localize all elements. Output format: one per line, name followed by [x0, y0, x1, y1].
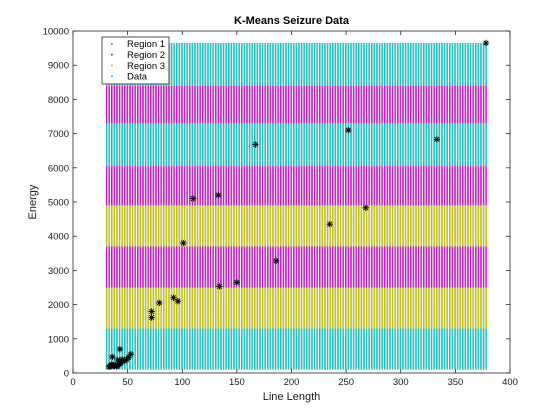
- data-point: [116, 345, 124, 353]
- legend-label: Data: [127, 72, 148, 83]
- legend-marker: [111, 53, 113, 56]
- y-tick-label: 9000: [48, 61, 69, 72]
- data-point: [127, 350, 135, 358]
- legend-marker: [111, 64, 113, 67]
- region-band-3-1: [105, 287, 489, 329]
- y-tick-label: 2000: [48, 300, 69, 311]
- region-band-1-1: [105, 328, 489, 370]
- data-point: [482, 39, 490, 47]
- x-tick-label: 150: [229, 377, 245, 388]
- data-point: [252, 141, 259, 148]
- data-point: [216, 283, 223, 290]
- y-tick-label: 4000: [48, 232, 69, 243]
- region-band-1-3: [105, 42, 489, 86]
- regions-layer: [105, 42, 489, 370]
- data-point: [148, 314, 155, 321]
- x-axis-label: Line Length: [263, 391, 321, 403]
- chart-title: K-Means Seizure Data: [234, 15, 350, 27]
- data-point: [362, 204, 369, 212]
- y-tick-label: 7000: [48, 129, 69, 140]
- y-tick-label: 0: [64, 369, 69, 380]
- data-point: [148, 308, 155, 315]
- x-tick-label: 100: [174, 377, 190, 388]
- x-tick-label: 0: [70, 377, 75, 388]
- ticks-layer: 0 50 100 150 200 250 300 350 4000100020003000400…: [43, 27, 518, 389]
- region-band-2-3: [105, 85, 489, 124]
- data-point: [189, 195, 197, 202]
- legend-box: [101, 36, 170, 85]
- data-point: [109, 353, 116, 361]
- y-tick-label: 10000: [43, 27, 69, 38]
- region-band-2-1: [105, 246, 489, 288]
- data-point: [433, 136, 441, 143]
- x-tick-label: 200: [284, 377, 300, 388]
- data-point: [326, 221, 333, 228]
- x-tick-label: 400: [502, 377, 518, 388]
- data-point: [114, 356, 121, 364]
- legend-label: Region 1: [127, 39, 165, 50]
- region-band-2-2: [105, 166, 489, 206]
- data-point: [273, 257, 280, 265]
- region-band-3-2: [105, 205, 489, 247]
- x-tick-label: 350: [447, 377, 463, 388]
- data-point: [345, 126, 352, 134]
- x-tick-label: 250: [338, 377, 354, 388]
- region-band-1-2: [105, 123, 489, 167]
- y-tick-label: 5000: [48, 198, 69, 209]
- data-point: [180, 239, 187, 247]
- data-point: [125, 354, 132, 361]
- data-points-layer: [105, 39, 490, 371]
- legend-label: Region 3: [127, 61, 165, 72]
- data-point: [156, 299, 163, 307]
- y-tick-label: 1000: [48, 334, 69, 345]
- y-tick-label: 8000: [48, 95, 69, 106]
- data-point: [174, 297, 182, 305]
- legend-marker: [111, 75, 113, 78]
- x-tick-label: 50: [122, 377, 133, 388]
- data-point: [170, 294, 177, 301]
- x-tick-label: 300: [393, 377, 409, 388]
- y-tick-label: 6000: [48, 163, 69, 174]
- data-point: [233, 279, 241, 286]
- legend-label: Region 2: [127, 50, 165, 61]
- y-axis-label: Energy: [27, 184, 39, 219]
- y-tick-label: 3000: [48, 266, 69, 277]
- legend-marker: [111, 43, 113, 45]
- data-point: [215, 191, 222, 199]
